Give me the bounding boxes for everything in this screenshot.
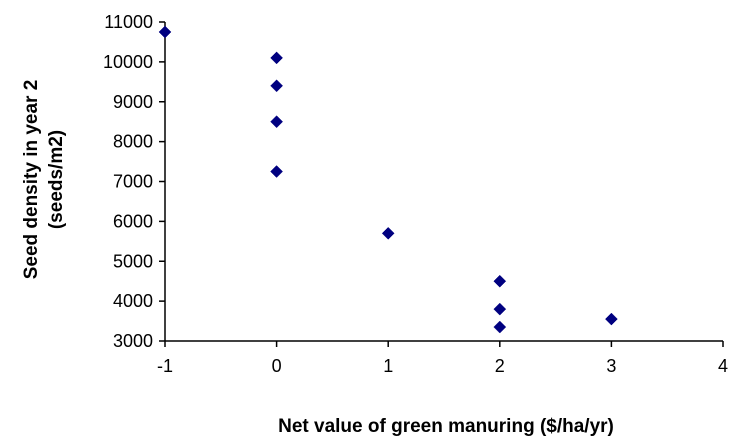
data-point: [381, 226, 395, 240]
data-point: [158, 25, 172, 39]
data-point: [270, 165, 283, 178]
data-point: [270, 51, 283, 65]
data-point: [605, 312, 618, 326]
x-tick-label: 0: [272, 356, 282, 376]
data-points: [158, 25, 618, 334]
y-ticks: 3000 4000 5000 6000 7000 8000 9000 10000 11000: [103, 12, 165, 351]
data-point: [493, 274, 507, 288]
x-axis-title: Net value of green manuring ($/ha/yr): [278, 416, 614, 437]
y-tick-label: 9000: [113, 92, 153, 112]
x-ticks: -1 0 1 2 3 4: [157, 341, 728, 376]
y-tick-label: 8000: [113, 132, 153, 152]
x-tick-label: -1: [157, 356, 173, 376]
y-axis-title-line-1: Seed density in year 2: [21, 80, 42, 280]
y-tick-label: 11000: [104, 12, 153, 32]
x-tick-label: 4: [718, 356, 728, 376]
data-point: [270, 115, 283, 129]
y-axis-title-line-2: (seeds/m2): [46, 130, 67, 229]
data-point: [493, 302, 507, 316]
axes: [164, 22, 723, 342]
y-tick-label: 10000: [103, 52, 153, 72]
x-tick-label: 1: [383, 356, 393, 376]
y-tick-label: 3000: [113, 331, 153, 351]
data-point: [270, 79, 283, 93]
y-axis-title: Seed density in year 2 (seeds/m2): [21, 80, 67, 280]
y-tick-label: 6000: [113, 211, 153, 231]
x-tick-label: 2: [495, 356, 505, 376]
data-point: [493, 320, 507, 334]
x-tick-label: 3: [606, 356, 616, 376]
y-tick-label: 4000: [113, 291, 153, 311]
y-tick-label: 5000: [113, 251, 153, 271]
y-tick-label: 7000: [113, 172, 153, 192]
